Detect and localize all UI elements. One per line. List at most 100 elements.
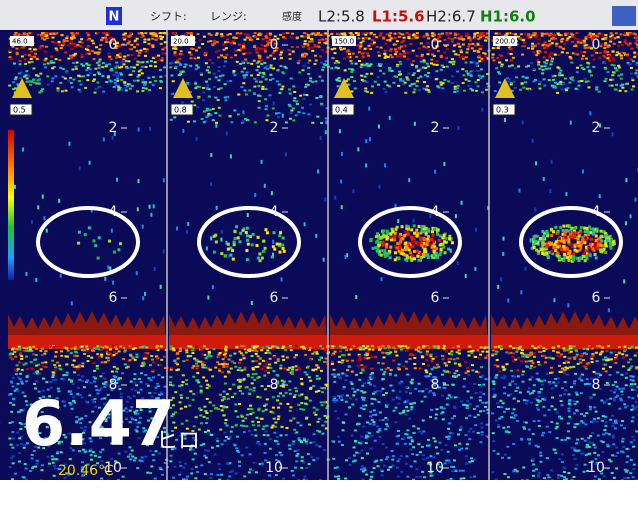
- bottom-echo: [15, 390, 19, 393]
- l1: L1:5.6: [372, 8, 425, 26]
- bottom-echo: [432, 366, 436, 369]
- bottom-echo: [112, 366, 116, 369]
- fish-echo: [567, 258, 571, 262]
- fish-echo: [265, 231, 269, 235]
- surface-echo: [69, 41, 73, 44]
- bottom-echo: [223, 422, 227, 425]
- gain-label: 感度: [282, 10, 302, 23]
- bottom-echo: [119, 411, 123, 414]
- surface-echo: [149, 60, 153, 63]
- surface-echo: [273, 43, 277, 46]
- fish-echo: [585, 249, 589, 253]
- bottom-echo: [480, 366, 484, 369]
- fish-echo: [406, 243, 410, 247]
- surface-echo: [547, 32, 551, 35]
- surface-echo: [453, 36, 457, 39]
- bottom-echo: [325, 407, 329, 410]
- bottom-echo: [51, 436, 55, 439]
- surface-echo: [423, 35, 427, 38]
- bottom-echo: [128, 453, 132, 456]
- bottom-echo: [338, 350, 342, 353]
- fish-echo: [575, 231, 579, 235]
- surface-echo: [545, 59, 549, 62]
- fish-echo: [564, 254, 568, 258]
- bottom-echo: [191, 458, 195, 461]
- surface-echo: [36, 79, 40, 82]
- surface-echo: [57, 44, 61, 47]
- surface-echo: [241, 43, 245, 46]
- bottom-echo: [153, 391, 157, 394]
- bottom-echo: [242, 357, 246, 360]
- surface-echo: [365, 62, 369, 65]
- bottom-echo: [174, 391, 178, 394]
- noise-echo: [636, 167, 638, 172]
- surface-echo: [425, 34, 429, 37]
- bottom-echo: [355, 373, 359, 376]
- bottom-echo: [63, 404, 67, 407]
- surface-echo: [425, 62, 429, 65]
- noise-echo: [502, 236, 505, 241]
- bottom-echo: [485, 423, 489, 426]
- surface-echo: [237, 48, 241, 51]
- surface-echo: [263, 61, 267, 64]
- surface-echo: [366, 52, 370, 55]
- bottom-echo: [362, 348, 366, 351]
- bottom-echo: [93, 369, 97, 372]
- surface-echo: [620, 73, 624, 76]
- surface-echo: [92, 42, 96, 45]
- bottom-echo: [142, 427, 146, 430]
- surface-echo: [151, 34, 155, 37]
- bottom-echo: [44, 437, 48, 440]
- fish-echo: [545, 242, 549, 246]
- bottom-echo: [468, 438, 472, 441]
- bottom-echo: [52, 379, 56, 382]
- fish-echo: [597, 237, 601, 241]
- fish-echo: [426, 235, 430, 239]
- surface-echo: [556, 66, 560, 69]
- surface-echo: [559, 80, 563, 83]
- surface-echo: [354, 32, 358, 35]
- surface-echo: [530, 62, 534, 65]
- fish-echo: [425, 243, 429, 247]
- fish-echo: [260, 256, 264, 260]
- bottom-echo: [442, 345, 446, 348]
- bottom-echo: [267, 371, 271, 374]
- bottom-echo: [284, 349, 288, 352]
- bottom-echo: [62, 374, 66, 377]
- bottom-echo: [24, 400, 28, 403]
- fish-echo: [408, 256, 412, 260]
- bottom-echo: [65, 374, 69, 377]
- surface-echo: [143, 83, 147, 86]
- surface-echo: [260, 62, 264, 65]
- bottom-echo: [369, 383, 373, 386]
- surface-echo: [537, 61, 541, 64]
- surface-echo: [433, 38, 437, 41]
- surface-echo: [163, 41, 167, 44]
- fish-echo: [233, 237, 237, 241]
- fish-echo: [393, 231, 397, 235]
- surface-echo: [269, 54, 273, 57]
- noise-echo: [388, 115, 391, 120]
- bottom-echo: [50, 440, 54, 443]
- fish-echo: [390, 236, 394, 240]
- surface-echo: [18, 59, 22, 62]
- surface-echo: [122, 59, 126, 62]
- bottom-echo: [107, 433, 111, 436]
- surface-echo: [636, 75, 638, 78]
- bottom-echo: [203, 473, 207, 476]
- bottom-echo: [397, 402, 401, 405]
- surface-echo: [114, 47, 118, 50]
- fish-echo: [435, 227, 439, 231]
- bottom-echo: [446, 479, 450, 480]
- surface-echo: [65, 37, 69, 40]
- bottom-echo: [175, 438, 179, 441]
- bottom-echo: [13, 472, 17, 475]
- surface-echo: [426, 75, 430, 78]
- bottom-echo: [128, 359, 132, 362]
- surface-echo: [274, 112, 278, 115]
- noise-echo: [319, 136, 322, 141]
- bottom-echo: [266, 349, 270, 352]
- surface-echo: [97, 72, 101, 75]
- surface-echo: [409, 43, 413, 46]
- bottom-echo: [384, 417, 388, 420]
